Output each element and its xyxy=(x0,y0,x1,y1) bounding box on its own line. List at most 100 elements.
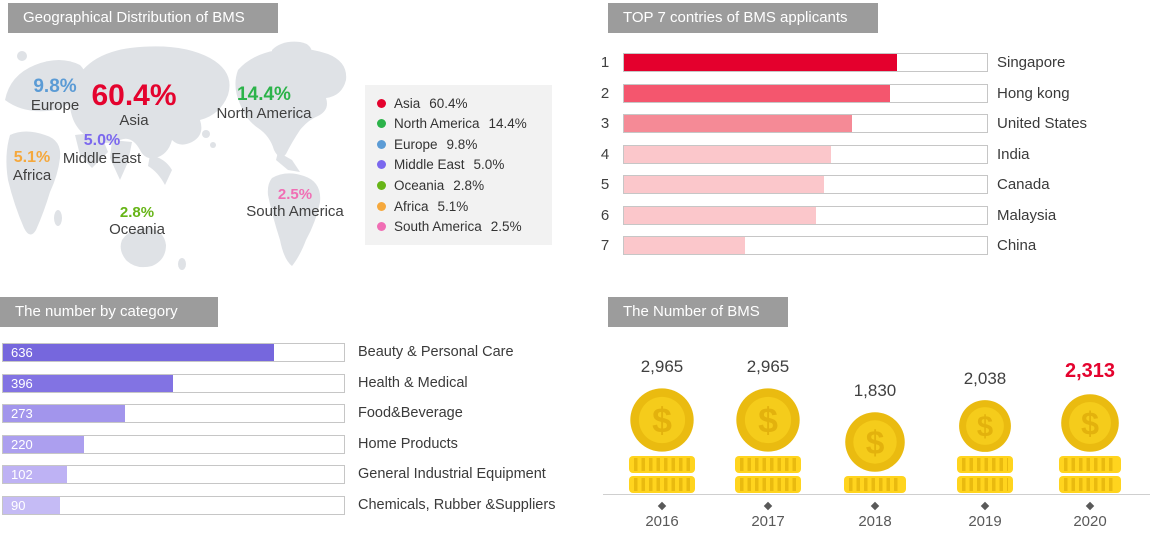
map-callout-middle-east: 5.0% Middle East xyxy=(62,132,142,167)
coin-icon: $ xyxy=(959,400,1011,452)
category-bar-track: 90 xyxy=(2,496,345,515)
category-bar-track: 636 xyxy=(2,343,345,362)
legend-name: South America xyxy=(394,219,482,235)
category-bar-fill: 273 xyxy=(3,405,125,422)
coin-stack-icon xyxy=(844,476,906,493)
region-value: 2.5% xyxy=(277,186,313,203)
legend-item: North America 14.4% xyxy=(377,116,552,131)
legend-item: Europe 9.8% xyxy=(377,137,552,152)
legend-name: Oceania xyxy=(394,178,445,194)
country-bar-track xyxy=(623,114,988,133)
legend-item: South America 2.5% xyxy=(377,219,552,234)
rank-number: 7 xyxy=(600,237,610,254)
category-bar-fill: 102 xyxy=(3,466,68,483)
diamond-marker-icon xyxy=(1085,501,1095,511)
coin-stack-icon xyxy=(957,456,1013,473)
legend-item: Africa 5.1% xyxy=(377,199,552,214)
coin-icon: $ xyxy=(1061,394,1119,452)
country-bar-fill xyxy=(624,115,852,132)
category-bar-value: 273 xyxy=(11,406,33,421)
coin-value: 2,965 xyxy=(746,357,790,376)
category-bar-value: 90 xyxy=(11,498,26,513)
legend-dot-icon xyxy=(377,139,386,149)
legend-value: 9.8% xyxy=(446,136,478,152)
coin-stack-icon xyxy=(629,456,695,473)
coin-value-highlighted: 2,313 xyxy=(1064,360,1116,382)
diamond-marker-icon xyxy=(657,501,667,511)
legend-name: Asia xyxy=(394,95,421,111)
country-bar-track xyxy=(623,175,988,194)
country-label: Canada xyxy=(997,176,1050,193)
axis-tick-2018: 2018 xyxy=(820,501,930,530)
region-value: 14.4% xyxy=(237,84,291,105)
diamond-marker-icon xyxy=(980,501,990,511)
region-name: South America xyxy=(246,202,344,220)
region-value: 60.4% xyxy=(91,79,177,112)
dollar-sign-icon: $ xyxy=(977,411,993,443)
rank-number: 3 xyxy=(600,115,610,132)
axis-tick-2019: 2019 xyxy=(930,501,1040,530)
legend-dot-icon xyxy=(377,222,386,232)
region-name: Africa xyxy=(12,166,52,184)
country-bar-fill xyxy=(624,176,824,193)
legend-value: 14.4% xyxy=(488,116,527,132)
coin-stack-icon xyxy=(957,476,1013,493)
region-name: Middle East xyxy=(62,149,142,167)
rank-number: 2 xyxy=(600,85,610,102)
rank-number: 1 xyxy=(600,54,610,71)
panel-title-bms-count: The Number of BMS xyxy=(608,297,788,327)
world-map xyxy=(5,41,347,270)
country-bar-fill xyxy=(624,54,898,71)
map-callout-africa: 5.1% Africa xyxy=(12,149,52,184)
axis-tick-2020: 2020 xyxy=(1035,501,1145,530)
country-bar-track xyxy=(623,145,988,164)
legend-name: North America xyxy=(394,116,480,132)
year-label: 2016 xyxy=(645,513,679,530)
country-bar-fill xyxy=(624,146,831,163)
country-bar-track xyxy=(623,53,988,72)
coin-value: 2,038 xyxy=(963,369,1007,388)
year-label: 2017 xyxy=(751,513,785,530)
region-value: 5.0% xyxy=(83,132,121,149)
panel-title-category: The number by category xyxy=(0,297,218,327)
coin-column-2017: 2,965 $ xyxy=(713,357,823,493)
rank-number: 4 xyxy=(600,146,610,163)
category-bar-track: 396 xyxy=(2,374,345,393)
legend-dot-icon xyxy=(377,201,386,211)
category-bar-fill: 220 xyxy=(3,436,85,453)
geo-legend: Asia 60.4% North America 14.4% Europe 9.… xyxy=(365,85,552,245)
coin-column-2016: 2,965 $ xyxy=(607,357,717,493)
category-bar-fill: 396 xyxy=(3,375,174,392)
map-callout-europe: 9.8% Europe xyxy=(31,76,79,114)
country-bar-fill xyxy=(624,207,817,224)
category-label: Food&Beverage xyxy=(358,405,463,421)
region-value: 9.8% xyxy=(33,76,77,97)
country-bar-track xyxy=(623,84,988,103)
legend-value: 2.5% xyxy=(490,219,522,235)
panel-title-top7: TOP 7 contries of BMS applicants xyxy=(608,3,878,33)
legend-dot-icon xyxy=(377,160,386,170)
legend-value: 5.1% xyxy=(437,198,469,214)
coin-stack-icon xyxy=(1059,456,1121,473)
year-label: 2019 xyxy=(968,513,1002,530)
map-callout-north-america: 14.4% North America xyxy=(216,84,311,122)
country-label: India xyxy=(997,146,1030,163)
year-label: 2018 xyxy=(858,513,892,530)
category-bar-fill: 90 xyxy=(3,497,61,514)
category-bar-value: 636 xyxy=(11,345,33,360)
legend-value: 5.0% xyxy=(473,157,505,173)
region-value: 2.8% xyxy=(119,204,155,221)
legend-value: 60.4% xyxy=(429,95,468,111)
legend-dot-icon xyxy=(377,181,386,191)
country-label: Hong kong xyxy=(997,85,1070,102)
coin-stack-icon xyxy=(735,476,801,493)
coin-value: 1,830 xyxy=(853,381,897,400)
category-label: Health & Medical xyxy=(358,375,468,391)
legend-name: Middle East xyxy=(394,157,465,173)
category-label: Chemicals, Rubber &Suppliers xyxy=(358,497,556,513)
coin-icon: $ xyxy=(630,388,694,452)
coin-column-2018: 1,830 $ xyxy=(820,381,930,493)
region-name: Asia xyxy=(119,111,149,129)
country-bar-track xyxy=(623,206,988,225)
year-axis-line xyxy=(603,494,1150,495)
